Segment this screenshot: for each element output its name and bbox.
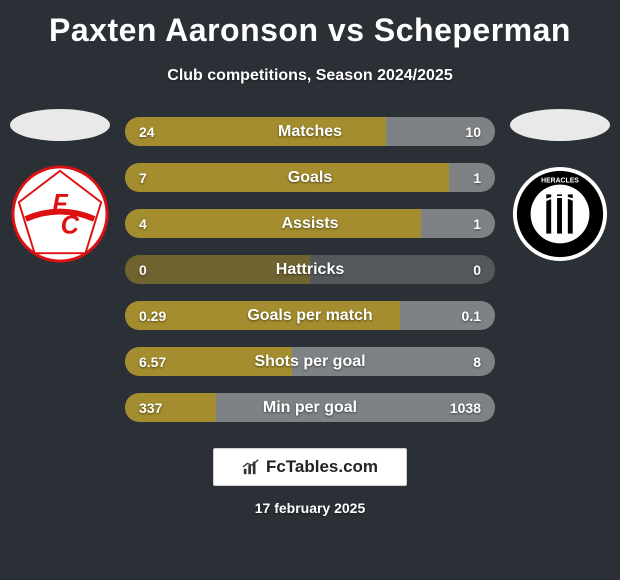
stat-value-left: 7	[139, 170, 147, 186]
stat-bar: Shots per goal 6.57 8	[125, 347, 495, 376]
stat-value-right: 10	[465, 124, 481, 140]
comparison-area: F C HERACLES Matches2410Goals71Assists41…	[0, 117, 620, 422]
stat-bar: Goals per match 0.29 0.1	[125, 301, 495, 330]
stat-bar: Goals 7 1	[125, 163, 495, 192]
stat-label: Matches	[278, 123, 342, 141]
stat-label: Goals	[288, 169, 332, 187]
brand-label: FcTables.com	[266, 457, 378, 477]
stat-value-right: 8	[473, 354, 481, 370]
stat-label: Min per goal	[263, 399, 357, 417]
stat-label: Assists	[282, 215, 339, 233]
stat-bar: Matches 24 10	[125, 117, 495, 146]
stat-value-left: 0	[139, 262, 147, 278]
stat-bar: Hattricks 0 0	[125, 255, 495, 284]
heracles-crest-icon: HERACLES	[511, 165, 609, 263]
player-right: HERACLES	[500, 109, 620, 263]
stat-value-left: 0.29	[139, 308, 166, 324]
date-label: 17 february 2025	[255, 500, 366, 516]
avatar-placeholder-left	[10, 109, 110, 141]
stat-bar: Assists 4 1	[125, 209, 495, 238]
stat-bar: Min per goal 337 1038	[125, 393, 495, 422]
stat-bars: Matches 24 10 Goals 7 1 Assists 4 1 Hattricks 0 0 Go…	[125, 117, 495, 422]
stat-value-right: 0.1	[462, 308, 481, 324]
stat-value-right: 1	[473, 170, 481, 186]
stat-value-left: 24	[139, 124, 155, 140]
stat-label: Shots per goal	[254, 353, 365, 371]
bar-fill-left	[125, 117, 386, 146]
brand-logo[interactable]: FcTables.com	[213, 448, 407, 486]
svg-text:HERACLES: HERACLES	[541, 178, 579, 185]
club-crest-left: F C	[11, 165, 109, 263]
club-crest-right: HERACLES	[511, 165, 609, 263]
player-left: F C	[0, 109, 120, 263]
stat-value-left: 337	[139, 400, 162, 416]
bar-fill-left	[125, 209, 421, 238]
stat-value-right: 1	[473, 216, 481, 232]
stat-value-left: 6.57	[139, 354, 166, 370]
utrecht-crest-icon: F C	[11, 165, 109, 263]
chart-icon	[242, 458, 260, 476]
stat-value-right: 1038	[450, 400, 481, 416]
subtitle: Club competitions, Season 2024/2025	[0, 67, 620, 85]
stat-label: Goals per match	[247, 307, 372, 325]
avatar-placeholder-right	[510, 109, 610, 141]
stat-value-right: 0	[473, 262, 481, 278]
stat-label: Hattricks	[276, 261, 344, 279]
footer: FcTables.com 17 february 2025	[0, 448, 620, 516]
stat-value-left: 4	[139, 216, 147, 232]
page-title: Paxten Aaronson vs Scheperman	[0, 0, 620, 49]
